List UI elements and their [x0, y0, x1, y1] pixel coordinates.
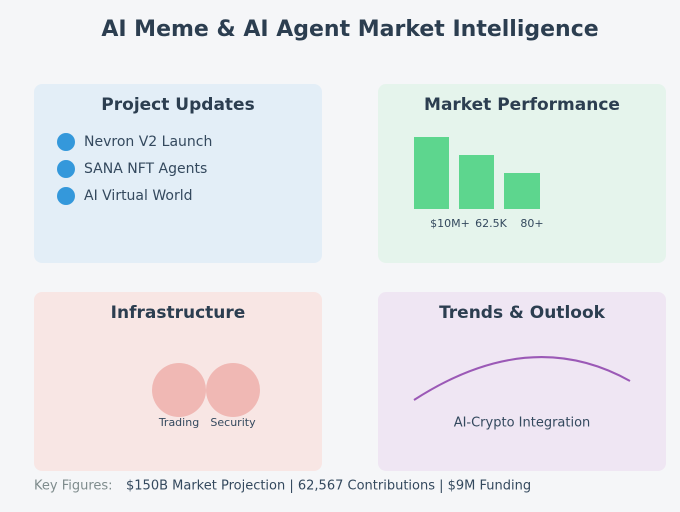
- card: [378, 292, 666, 471]
- bullet: [57, 133, 75, 151]
- item: Nevron V2 Launch: [84, 134, 212, 150]
- bar-label: $10M+: [430, 217, 470, 230]
- footer-label: Key Figures:: [34, 479, 113, 494]
- item: SANA NFT Agents: [84, 161, 207, 177]
- trend-curve: [413, 356, 631, 401]
- bar: [504, 173, 540, 209]
- circle-label: Trading: [158, 416, 199, 429]
- card: [34, 84, 322, 263]
- bullet: [57, 160, 75, 178]
- circle: [152, 363, 206, 417]
- circle-label: Security: [210, 416, 256, 429]
- card-title: Market Performance: [424, 95, 620, 115]
- circle: [206, 363, 260, 417]
- bar-label: 80+: [520, 217, 543, 230]
- item: AI Virtual World: [84, 188, 192, 204]
- card-title: Trends & Outlook: [439, 303, 606, 323]
- bar: [459, 155, 494, 209]
- card-title: Infrastructure: [111, 303, 246, 323]
- bar-label: 62.5K: [475, 217, 507, 230]
- footer-text: $150B Market Projection | 62,567 Contrib…: [126, 479, 531, 494]
- card-title: Project Updates: [101, 95, 254, 115]
- bullet: [57, 187, 75, 205]
- page-title: AI Meme & AI Agent Market Intelligence: [101, 17, 598, 42]
- caption: AI-Crypto Integration: [454, 416, 591, 431]
- bar: [414, 137, 449, 209]
